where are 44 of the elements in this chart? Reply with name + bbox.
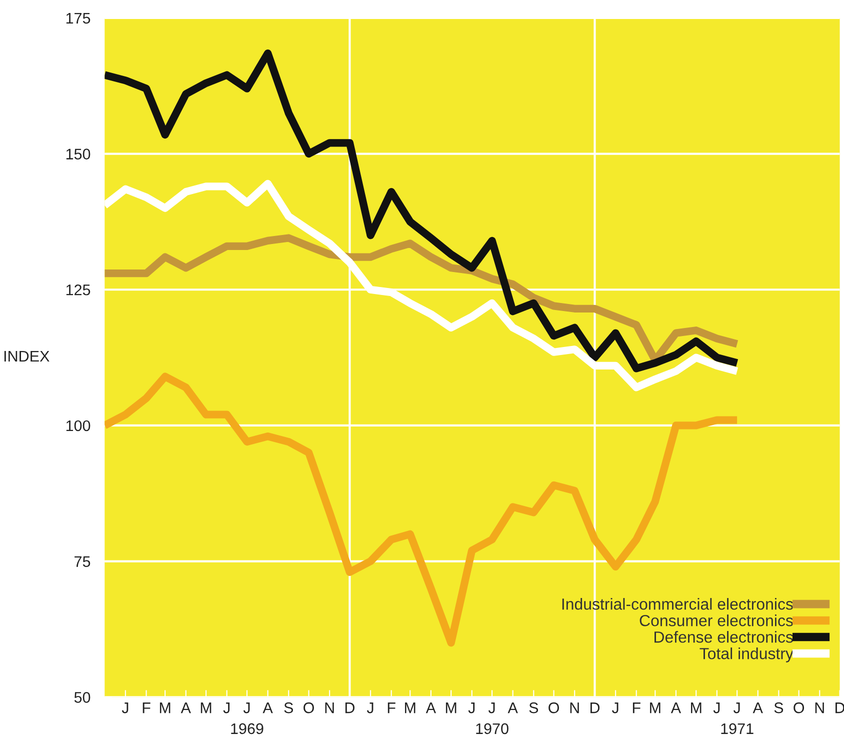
x-tick-label: J bbox=[468, 702, 475, 714]
x-tick-label: J bbox=[122, 702, 128, 714]
x-tick-label: A bbox=[180, 702, 191, 714]
y-axis-title: INDEX bbox=[4, 350, 50, 362]
x-tick-label: O bbox=[548, 702, 559, 714]
x-tick-label: A bbox=[262, 702, 273, 714]
x-tick-label: M bbox=[200, 702, 212, 714]
x-tick-label: S bbox=[529, 702, 538, 714]
x-tick-label: O bbox=[304, 702, 314, 714]
x-tick-label: N bbox=[815, 702, 824, 714]
x-tick-label: J bbox=[713, 702, 720, 714]
y-tick-label: 175 bbox=[66, 12, 90, 24]
legend-label: Total industry bbox=[700, 647, 794, 662]
x-tick-label: A bbox=[670, 702, 682, 714]
x-tick-label: M bbox=[405, 702, 416, 714]
x-tick-label: J 1971 bbox=[721, 702, 754, 734]
x-tick-label: N bbox=[325, 702, 334, 714]
y-tick-label: 125 bbox=[66, 284, 90, 296]
x-tick-label: F bbox=[142, 702, 150, 714]
x-tick-label: F bbox=[632, 702, 640, 714]
x-tick-label: S bbox=[284, 702, 293, 714]
x-tick-label: A bbox=[426, 702, 436, 714]
x-tick-label: D bbox=[345, 702, 354, 714]
x-tick-label: M bbox=[160, 702, 170, 714]
y-tick-label: 150 bbox=[66, 148, 90, 160]
x-tick-label: S bbox=[774, 702, 784, 714]
y-tick-label: 50 bbox=[74, 692, 90, 703]
x-tick-label: J 1970 bbox=[476, 702, 508, 734]
x-tick-label: J 1969 bbox=[231, 702, 264, 734]
x-tick-label: O bbox=[794, 702, 804, 714]
x-tick-label: J bbox=[223, 702, 230, 714]
x-tick-label: D bbox=[590, 702, 600, 714]
x-tick-label: J bbox=[366, 702, 374, 714]
x-tick-label: N bbox=[570, 702, 579, 714]
x-tick-label: F bbox=[388, 702, 396, 714]
y-tick-label: 100 bbox=[66, 420, 90, 432]
x-tick-label: J bbox=[612, 702, 618, 714]
legend-label: Consumer electronics bbox=[640, 614, 793, 626]
x-tick-label: A bbox=[508, 702, 518, 714]
x-tick-label: M bbox=[446, 702, 456, 714]
x-tick-label: M bbox=[650, 702, 660, 714]
y-tick-label: 75 bbox=[74, 556, 90, 567]
x-tick-label: M bbox=[691, 702, 702, 714]
x-tick-label: A bbox=[752, 702, 763, 714]
